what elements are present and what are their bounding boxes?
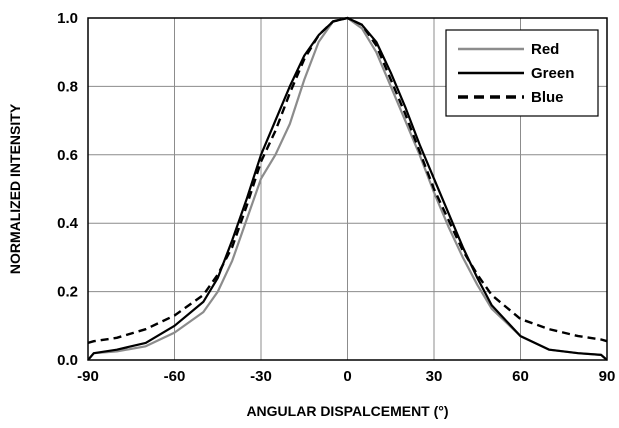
- x-tick-label: 60: [512, 368, 529, 385]
- y-tick-label: 0.2: [57, 284, 78, 301]
- legend-label: Red: [531, 41, 559, 58]
- y-tick-label: 1.0: [57, 10, 78, 27]
- x-axis-tick-labels: -90 -60 -30 0 30 60 90: [77, 368, 615, 385]
- x-tick-label: 90: [599, 368, 616, 385]
- series-layer: [87, 16, 608, 361]
- legend-label: Green: [531, 65, 574, 82]
- y-tick-label: 0.6: [57, 147, 78, 164]
- legend: Red Green Blue: [445, 29, 599, 117]
- y-tick-label: 0.0: [57, 352, 78, 369]
- legend-label: Blue: [531, 89, 564, 106]
- y-tick-label: 0.8: [57, 78, 78, 95]
- series-line-blue: [87, 16, 608, 345]
- y-axis-title: NORMALIZED INTENSITY: [7, 103, 23, 274]
- y-tick-label: 0.4: [57, 215, 79, 232]
- x-tick-label: -90: [77, 368, 99, 385]
- x-tick-label: -60: [164, 368, 186, 385]
- x-axis-title: ANGULAR DISPALCEMENT (°): [246, 403, 448, 419]
- x-tick-label: 30: [426, 368, 443, 385]
- y-axis-tick-labels: 0.0 0.2 0.4 0.6 0.8 1.0: [57, 10, 79, 369]
- x-tick-label: -30: [250, 368, 272, 385]
- x-tick-label: 0: [343, 368, 351, 385]
